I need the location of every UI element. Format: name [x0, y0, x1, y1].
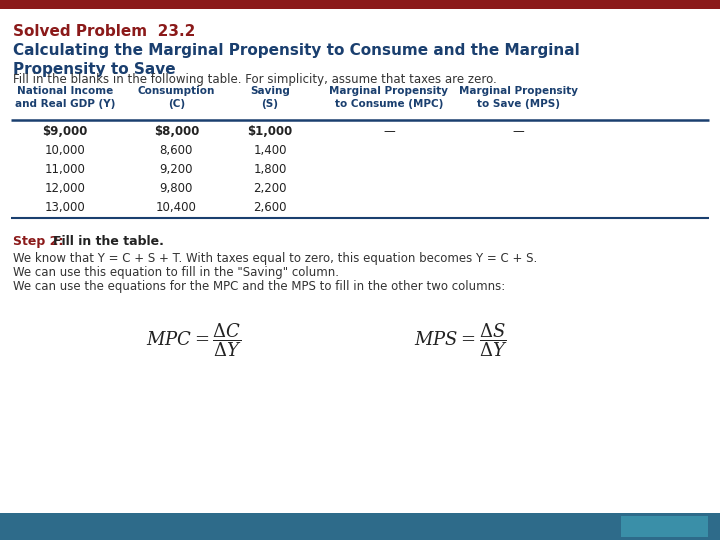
Text: Fill in the table.: Fill in the table.: [53, 235, 163, 248]
Text: © 2013 Pearson Education, Inc. Publishing as Prentice Hall: © 2013 Pearson Education, Inc. Publishin…: [13, 522, 279, 531]
Text: $MPS = \dfrac{\Delta S}{\Delta Y}$: $MPS = \dfrac{\Delta S}{\Delta Y}$: [414, 321, 508, 359]
Text: Consumption
(C): Consumption (C): [138, 86, 215, 109]
Text: We know that Y = C + S + T. With taxes equal to zero, this equation becomes Y = : We know that Y = C + S + T. With taxes e…: [13, 252, 537, 265]
Text: 9,800: 9,800: [160, 182, 193, 195]
Text: $1,000: $1,000: [248, 125, 292, 138]
Text: 10,400: 10,400: [156, 201, 197, 214]
Text: 8,600: 8,600: [160, 144, 193, 157]
Text: 1,400: 1,400: [253, 144, 287, 157]
Text: $8,000: $8,000: [153, 125, 199, 138]
Text: $MPC = \dfrac{\Delta C}{\Delta Y}$: $MPC = \dfrac{\Delta C}{\Delta Y}$: [146, 321, 243, 359]
Text: 9,200: 9,200: [160, 163, 193, 176]
Text: 1,800: 1,800: [253, 163, 287, 176]
Text: We can use the equations for the MPC and the MPS to fill in the other two column: We can use the equations for the MPC and…: [13, 280, 505, 293]
Text: Calculating the Marginal Propensity to Consume and the Marginal
Propensity to Sa: Calculating the Marginal Propensity to C…: [13, 43, 580, 77]
Text: National Income
and Real GDP (Y): National Income and Real GDP (Y): [14, 86, 115, 109]
Text: 10,000: 10,000: [45, 144, 85, 157]
Text: —: —: [383, 125, 395, 138]
Text: Step 2:: Step 2:: [13, 235, 63, 248]
Text: Solved Problem  23.2: Solved Problem 23.2: [13, 24, 195, 39]
Text: 2,200: 2,200: [253, 182, 287, 195]
Text: $9,000: $9,000: [42, 125, 88, 138]
Text: Marginal Propensity
to Consume (MPC): Marginal Propensity to Consume (MPC): [329, 86, 449, 109]
Text: 2,600: 2,600: [253, 201, 287, 214]
Text: Fill in the blanks in the following table. For simplicity, assume that taxes are: Fill in the blanks in the following tabl…: [13, 73, 497, 86]
Text: 12,000: 12,000: [45, 182, 85, 195]
Text: 13,000: 13,000: [45, 201, 85, 214]
Text: 11,000: 11,000: [45, 163, 85, 176]
Text: —: —: [513, 125, 524, 138]
Text: We can use this equation to fill in the "Saving" column.: We can use this equation to fill in the …: [13, 266, 339, 279]
Text: Saving
(S): Saving (S): [250, 86, 290, 109]
Text: 27 of 75: 27 of 75: [642, 522, 687, 531]
Text: Marginal Propensity
to Save (MPS): Marginal Propensity to Save (MPS): [459, 86, 578, 109]
